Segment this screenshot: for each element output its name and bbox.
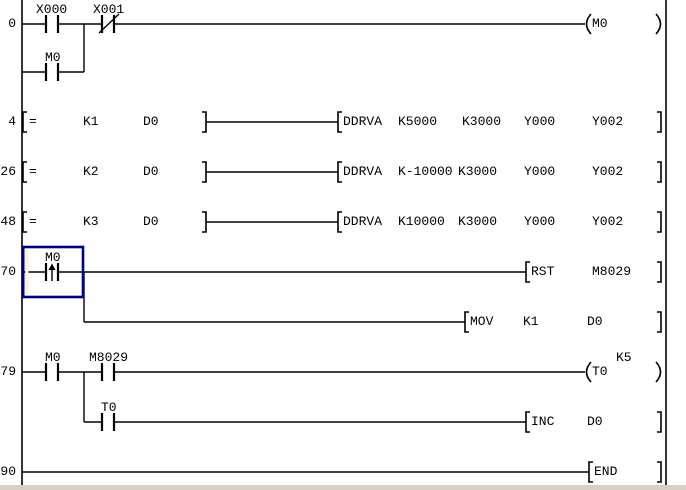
compare-operand[interactable]: K2: [83, 164, 99, 179]
instruction-ddrva[interactable]: DDRVA: [343, 164, 383, 179]
contact-label-m0-parallel[interactable]: M0: [45, 50, 61, 65]
instruction-brackets-mov[interactable]: [464, 311, 662, 333]
compare-block-r48[interactable]: [22, 211, 207, 233]
operand[interactable]: Y000: [524, 164, 556, 179]
compare-block-r4[interactable]: [22, 111, 207, 133]
coil-label-t0[interactable]: T0: [592, 364, 608, 379]
operand[interactable]: K5000: [398, 114, 438, 129]
compare-operand[interactable]: D0: [143, 214, 159, 229]
step-number: 4: [8, 114, 16, 129]
contact-label-m8029[interactable]: M8029: [89, 350, 129, 365]
nc-slash: [98, 13, 120, 34]
contact-label-x001[interactable]: X001: [93, 2, 125, 17]
rising-edge-contact-m0-symbol[interactable]: [44, 263, 60, 281]
selection-highlight-strip: [25, 249, 29, 295]
compare-operand[interactable]: K3: [83, 214, 99, 229]
operand[interactable]: K3000: [458, 164, 498, 179]
step-number: 79: [0, 364, 16, 379]
contact-label-x000[interactable]: X000: [36, 2, 68, 17]
coil-t0-symbol[interactable]: [585, 361, 662, 383]
step-number: 0: [8, 16, 16, 31]
compare-operator[interactable]: =: [29, 114, 37, 129]
instruction-inc[interactable]: INC: [531, 414, 555, 429]
contact-label-m0[interactable]: M0: [45, 350, 61, 365]
operand[interactable]: Y002: [592, 114, 624, 129]
no-contact-x000-symbol[interactable]: [44, 15, 60, 33]
operand[interactable]: M8029: [592, 264, 632, 279]
operand[interactable]: K10000: [398, 214, 445, 229]
operand[interactable]: K1: [523, 314, 539, 329]
instruction-ddrva[interactable]: DDRVA: [343, 114, 383, 129]
no-contact-m0-symbol[interactable]: [44, 363, 60, 381]
instruction-brackets-inc[interactable]: [525, 411, 662, 433]
compare-operand[interactable]: K1: [83, 114, 99, 129]
operand[interactable]: K-10000: [398, 164, 453, 179]
compare-operator[interactable]: =: [29, 164, 37, 179]
nc-contact-x001-symbol[interactable]: [98, 13, 120, 34]
coil-m0-symbol[interactable]: [585, 13, 662, 35]
operand[interactable]: D0: [587, 414, 603, 429]
contact-label-t0[interactable]: T0: [101, 400, 117, 415]
instruction-end[interactable]: END: [594, 464, 618, 479]
rung-70-wires: [22, 271, 526, 323]
instruction-brackets-r26[interactable]: [337, 161, 662, 183]
operand[interactable]: Y000: [524, 214, 556, 229]
operand[interactable]: Y000: [524, 114, 556, 129]
selection-cursor: [21, 245, 85, 299]
step-number: 48: [0, 214, 16, 229]
instruction-brackets-r48[interactable]: [337, 211, 662, 233]
instruction-brackets-rst[interactable]: [525, 261, 662, 283]
compare-operand[interactable]: D0: [143, 114, 159, 129]
no-contact-t0-symbol[interactable]: [100, 413, 116, 431]
step-number: 90: [0, 464, 16, 479]
compare-block-r26[interactable]: [22, 161, 207, 183]
step-number: 26: [0, 164, 16, 179]
timer-preset-label[interactable]: K5: [616, 350, 632, 365]
step-number: 70: [0, 264, 16, 279]
instruction-brackets-r4[interactable]: [337, 111, 662, 133]
instruction-ddrva[interactable]: DDRVA: [343, 214, 383, 229]
operand[interactable]: Y002: [592, 164, 624, 179]
no-contact-m0-parallel-symbol[interactable]: [44, 63, 60, 81]
operand[interactable]: D0: [587, 314, 603, 329]
operand[interactable]: Y002: [592, 214, 624, 229]
no-contact-m8029-symbol[interactable]: [100, 363, 116, 381]
contact-label-m0-pulse[interactable]: M0: [45, 250, 61, 265]
compare-operator[interactable]: =: [29, 214, 37, 229]
operand[interactable]: K3000: [462, 114, 502, 129]
compare-operand[interactable]: D0: [143, 164, 159, 179]
rung-79-wires: [22, 371, 585, 423]
rising-edge-arrow-head: [48, 263, 56, 270]
rung-0-wires: [22, 23, 585, 73]
coil-label-m0[interactable]: M0: [592, 16, 608, 31]
window-bottom-edge: [0, 485, 686, 490]
instruction-mov[interactable]: MOV: [470, 314, 494, 329]
operand[interactable]: K3000: [458, 214, 498, 229]
instruction-brackets-end[interactable]: [588, 461, 662, 483]
instruction-rst[interactable]: RST: [531, 264, 555, 279]
